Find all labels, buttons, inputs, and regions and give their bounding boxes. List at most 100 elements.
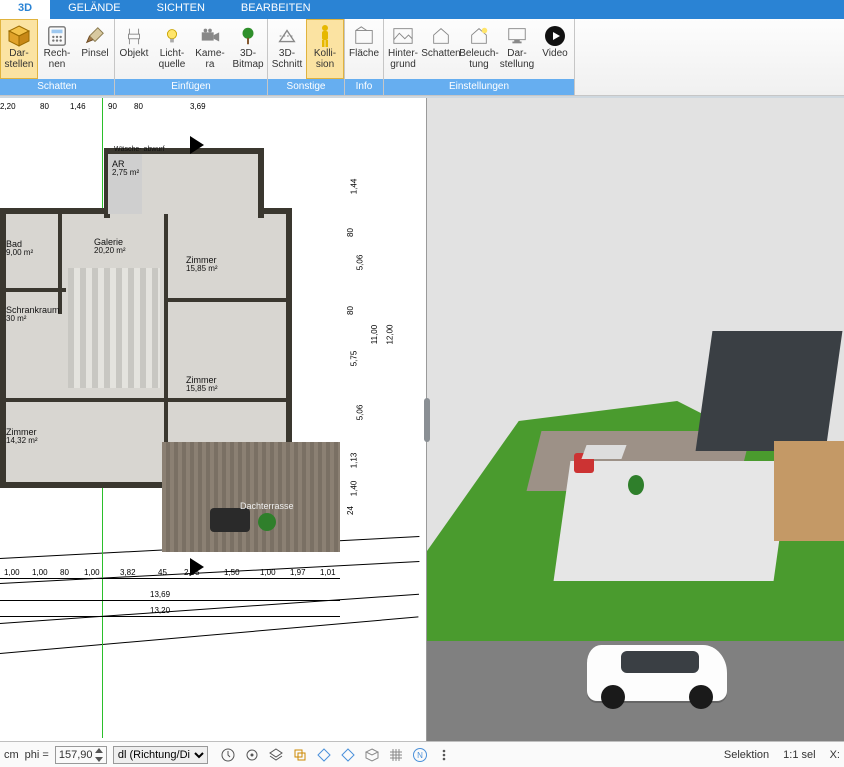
floorplan-canvas[interactable]: Bad9,00 m² Galerie20,20 m² Zimmer15,85 m… bbox=[0, 98, 426, 741]
btn-label: Hinter-grund bbox=[388, 49, 418, 70]
dim-label: 12,00 bbox=[386, 324, 395, 344]
dim-label: 13,20 bbox=[150, 606, 170, 615]
3d-schnitt-button[interactable]: 3D-Schnitt bbox=[268, 19, 306, 79]
monitor-icon bbox=[504, 23, 530, 49]
btn-label: Dar-stellung bbox=[500, 49, 534, 70]
dim-label: 80 bbox=[134, 102, 143, 111]
lichtquelle-button[interactable]: Licht-quelle bbox=[153, 19, 191, 79]
pane-splitter[interactable] bbox=[424, 398, 430, 442]
group-label: Einstellungen bbox=[384, 79, 574, 95]
cube-small-icon[interactable] bbox=[364, 747, 380, 763]
brush-icon bbox=[82, 23, 108, 49]
dim-label: 1,44 bbox=[349, 179, 358, 195]
more-icon[interactable] bbox=[436, 747, 452, 763]
shaft-label: Wäsche- abwurf bbox=[114, 146, 165, 153]
camera-icon bbox=[197, 23, 223, 49]
ribbon: Dar-stellen Rech-nen Pinsel Schatten bbox=[0, 19, 844, 96]
btn-label: Licht-quelle bbox=[159, 49, 186, 70]
house-roof bbox=[696, 331, 843, 451]
tab-gelaende[interactable]: GELÄNDE bbox=[50, 0, 139, 19]
dim-label: 1,00 bbox=[260, 568, 276, 577]
interior-wall bbox=[6, 398, 286, 402]
phi-input[interactable]: 157,90 bbox=[55, 746, 107, 764]
north-icon[interactable]: N bbox=[412, 747, 428, 763]
plant bbox=[628, 475, 644, 495]
dim-line bbox=[0, 600, 340, 601]
room-label: Zimmer14,32 m² bbox=[6, 428, 38, 446]
snap2-icon[interactable] bbox=[340, 747, 356, 763]
grid-icon[interactable] bbox=[388, 747, 404, 763]
interior-wall bbox=[164, 298, 286, 302]
btn-label: Fläche bbox=[349, 49, 379, 60]
room-label: Galerie20,20 m² bbox=[94, 238, 126, 256]
ribbon-group-sonstige: 3D-Schnitt Kolli-sion Sonstige bbox=[268, 19, 345, 95]
tab-3d[interactable]: 3D bbox=[0, 0, 50, 19]
house-facade bbox=[774, 441, 844, 541]
group-label: Sonstige bbox=[268, 79, 344, 95]
dim-label: 1,00 bbox=[4, 568, 20, 577]
flaeche-button[interactable]: Fläche bbox=[345, 19, 383, 79]
section-marker bbox=[190, 136, 208, 158]
tree-icon bbox=[235, 23, 261, 49]
dim-label: 1,01 bbox=[320, 568, 336, 577]
video-button[interactable]: Video bbox=[536, 19, 574, 79]
btn-label: Pinsel bbox=[81, 49, 108, 60]
plant bbox=[258, 513, 276, 531]
dim-label: 2,20 bbox=[0, 102, 16, 111]
terrace-label: Dachterrasse bbox=[240, 502, 294, 511]
btn-label: 3D-Bitmap bbox=[232, 49, 263, 70]
hintergrund-button[interactable]: Hinter-grund bbox=[384, 19, 422, 79]
room-label: Zimmer15,85 m² bbox=[186, 256, 218, 274]
section-icon bbox=[274, 23, 300, 49]
dim-label: 5,06 bbox=[355, 255, 364, 271]
spinner-icon bbox=[95, 748, 103, 762]
kamera-button[interactable]: Kame-ra bbox=[191, 19, 229, 79]
area-icon bbox=[351, 23, 377, 49]
schatten-einst-button[interactable]: Schatten bbox=[422, 19, 460, 79]
floorplan-pane[interactable]: Bad9,00 m² Galerie20,20 m² Zimmer15,85 m… bbox=[0, 98, 427, 741]
dim-label: 13,69 bbox=[150, 590, 170, 599]
pinsel-button[interactable]: Pinsel bbox=[76, 19, 114, 79]
dim-label: 1,00 bbox=[84, 568, 100, 577]
btn-label: Dar-stellen bbox=[5, 49, 34, 70]
car bbox=[587, 645, 727, 701]
furniture bbox=[210, 508, 250, 532]
copy-icon[interactable] bbox=[292, 747, 308, 763]
interior-wall bbox=[58, 214, 62, 314]
direction-select[interactable]: dl (Richtung/Di bbox=[113, 746, 208, 764]
dim-label: 2,95 bbox=[184, 568, 200, 577]
dim-label: 1,46 bbox=[70, 102, 86, 111]
btn-label: Video bbox=[542, 49, 567, 60]
snap-icon[interactable] bbox=[316, 747, 332, 763]
contour-line bbox=[0, 594, 419, 624]
rechnen-button[interactable]: Rech-nen bbox=[38, 19, 76, 79]
svg-text:N: N bbox=[417, 751, 423, 760]
tab-sichten[interactable]: SICHTEN bbox=[139, 0, 223, 19]
3d-view-pane[interactable] bbox=[427, 98, 844, 741]
dim-line bbox=[0, 578, 340, 579]
target-icon[interactable] bbox=[244, 747, 260, 763]
btn-label: Objekt bbox=[120, 49, 149, 60]
3d-bitmap-button[interactable]: 3D-Bitmap bbox=[229, 19, 267, 79]
room-label: Schrankraum30 m² bbox=[6, 306, 60, 324]
btn-label: Kame-ra bbox=[195, 49, 224, 70]
layers-icon[interactable] bbox=[268, 747, 284, 763]
status-toolbar: N bbox=[220, 747, 452, 763]
clock-icon[interactable] bbox=[220, 747, 236, 763]
dim-line bbox=[0, 616, 340, 617]
room-label: AR2,75 m² bbox=[112, 160, 139, 178]
tab-bearbeiten[interactable]: BEARBEITEN bbox=[223, 0, 329, 19]
dim-label: 5,06 bbox=[355, 405, 364, 421]
objekt-button[interactable]: Objekt bbox=[115, 19, 153, 79]
darstellung-einst-button[interactable]: Dar-stellung bbox=[498, 19, 536, 79]
kollision-button[interactable]: Kolli-sion bbox=[306, 19, 344, 79]
room-label: Bad9,00 m² bbox=[6, 240, 33, 258]
selection-label: Selektion bbox=[724, 749, 769, 761]
ribbon-group-schatten: Dar-stellen Rech-nen Pinsel Schatten bbox=[0, 19, 115, 95]
dim-label: 11,00 bbox=[370, 325, 379, 344]
contour-line bbox=[0, 616, 418, 654]
dim-label: 1,97 bbox=[290, 568, 306, 577]
beleuchtung-button[interactable]: Beleuch-tung bbox=[460, 19, 498, 79]
dim-label: 1,40 bbox=[349, 481, 358, 497]
darstellen-button[interactable]: Dar-stellen bbox=[0, 19, 38, 79]
